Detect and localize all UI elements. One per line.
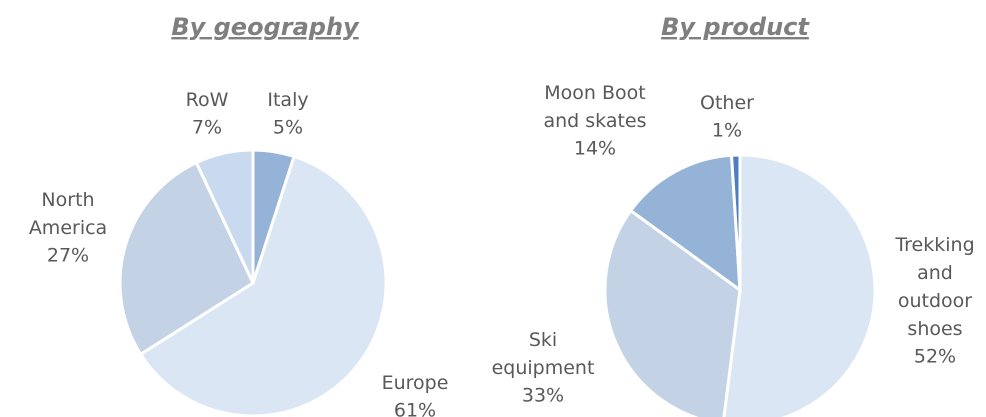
slice-value-label: 61% <box>394 400 436 417</box>
chart-title: By geography <box>171 13 360 41</box>
slice-value-label: 14% <box>574 138 616 160</box>
slice-label: Moon Boot and skates <box>543 82 646 132</box>
chart-title: By product <box>661 13 810 41</box>
slice-value-label: 27% <box>47 245 89 267</box>
slice-label: RoW <box>186 89 229 111</box>
slice-value-label: 52% <box>914 346 956 368</box>
pie-slice <box>628 153 742 294</box>
slice-label: Trekking and outdoor shoes <box>894 234 974 340</box>
slice-value-label: 5% <box>273 117 303 139</box>
slice-value-label: 1% <box>712 120 742 142</box>
slice-label: Europe <box>382 372 449 394</box>
slice-value-label: 33% <box>522 385 564 407</box>
pie-slice <box>138 154 388 417</box>
slice-value-label: 7% <box>192 117 222 139</box>
slice-label: Italy <box>267 89 308 111</box>
slice-label: Ski equipment <box>492 329 595 379</box>
pie-slice <box>603 208 742 417</box>
pie-slice <box>194 148 255 284</box>
pie-slice <box>722 153 877 417</box>
pie-slice <box>729 153 742 291</box>
slice-label: North America <box>29 189 107 239</box>
slice-label: Other <box>700 92 754 114</box>
pie-slice <box>118 160 255 357</box>
